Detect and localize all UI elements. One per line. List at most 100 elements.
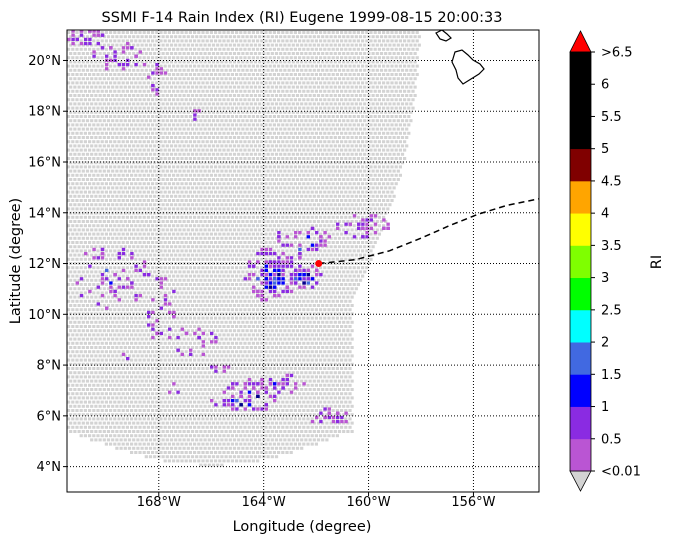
swath-pixel xyxy=(237,186,241,190)
swath-pixel xyxy=(344,81,348,85)
swath-pixel xyxy=(214,266,218,270)
swath-pixel xyxy=(243,190,247,194)
swath-pixel xyxy=(258,161,262,165)
swath-pixel xyxy=(325,220,329,223)
swath-pixel xyxy=(222,241,226,244)
swath-pixel xyxy=(186,228,190,232)
swath-pixel xyxy=(106,211,111,215)
swath-pixel xyxy=(201,31,205,34)
swath-pixel xyxy=(371,85,375,89)
swath-pixel xyxy=(405,102,409,106)
swath-pixel xyxy=(367,186,371,190)
swath-pixel xyxy=(333,94,337,97)
swath-pixel xyxy=(174,228,178,232)
swath-pixel xyxy=(144,278,148,282)
swath-pixel xyxy=(117,182,121,186)
swath-pixel xyxy=(113,157,117,160)
swath-pixel xyxy=(119,85,123,89)
swath-pixel xyxy=(216,278,220,282)
swath-pixel xyxy=(155,257,159,261)
swath-pixel xyxy=(285,199,289,202)
swath-pixel xyxy=(121,157,125,160)
swath-pixel xyxy=(167,207,171,211)
swath-pixel xyxy=(167,165,171,169)
swath-pixel xyxy=(90,253,94,257)
swath-pixel xyxy=(123,68,127,72)
swath-pixel xyxy=(218,232,222,236)
swath-pixel xyxy=(111,245,115,249)
swath-pixel xyxy=(283,102,287,106)
swath-pixel xyxy=(316,94,321,97)
swath-pixel xyxy=(316,85,321,89)
swath-pixel xyxy=(247,39,251,43)
swath-pixel xyxy=(102,228,106,232)
swath-pixel xyxy=(79,89,83,93)
swath-pixel xyxy=(291,203,295,207)
swath-pixel xyxy=(379,68,384,72)
swath-pixel xyxy=(361,89,365,93)
swath-pixel xyxy=(247,215,251,219)
swath-pixel xyxy=(193,89,197,93)
swath-pixel xyxy=(148,228,153,232)
swath-pixel xyxy=(115,262,119,265)
swath-pixel xyxy=(167,39,171,43)
swath-pixel xyxy=(132,220,136,223)
swath-pixel xyxy=(300,127,304,131)
swath-pixel xyxy=(90,220,94,223)
swath-pixel xyxy=(310,173,314,177)
swath-pixel xyxy=(390,64,394,68)
swath-pixel xyxy=(329,119,333,123)
swath-pixel xyxy=(121,56,125,60)
swath-pixel xyxy=(190,52,195,55)
swath-pixel xyxy=(340,47,344,51)
swath-pixel xyxy=(188,257,192,261)
swath-pixel xyxy=(369,73,373,76)
swath-pixel xyxy=(298,56,302,60)
swath-pixel xyxy=(295,178,300,181)
swath-pixel xyxy=(123,211,127,215)
swath-pixel xyxy=(337,287,342,291)
swath-pixel xyxy=(350,68,354,72)
swath-pixel xyxy=(243,31,247,34)
swath-pixel xyxy=(174,253,178,257)
swath-pixel xyxy=(98,161,102,165)
swath-pixel xyxy=(127,287,132,291)
swath-pixel xyxy=(272,64,276,68)
swath-pixel xyxy=(207,236,211,240)
swath-pixel xyxy=(411,64,415,68)
swath-pixel xyxy=(285,115,289,118)
swath-pixel xyxy=(153,186,157,190)
swath-pixel xyxy=(377,89,381,93)
swath-pixel xyxy=(186,295,190,299)
swath-pixel xyxy=(83,140,87,144)
swath-pixel xyxy=(235,98,239,102)
swath-pixel xyxy=(272,207,276,211)
swath-pixel xyxy=(136,94,140,97)
swath-pixel xyxy=(132,169,136,173)
swath-pixel xyxy=(337,220,342,223)
swath-pixel xyxy=(81,245,85,249)
swath-pixel xyxy=(167,283,171,286)
swath-pixel xyxy=(388,68,392,72)
swath-pixel xyxy=(115,68,119,72)
swath-pixel xyxy=(392,119,396,123)
swath-pixel xyxy=(111,60,115,64)
swath-pixel xyxy=(75,224,79,228)
swath-pixel xyxy=(199,110,203,114)
swath-pixel xyxy=(69,43,73,47)
swath-pixel xyxy=(121,31,125,34)
swath-pixel xyxy=(287,194,291,198)
swath-pixel xyxy=(356,140,360,144)
swath-pixel xyxy=(331,89,335,93)
swath-pixel xyxy=(247,73,251,76)
swath-pixel xyxy=(333,68,337,72)
swath-pixel xyxy=(302,123,306,127)
swath-pixel xyxy=(291,161,295,165)
swath-pixel xyxy=(104,31,108,34)
swath-pixel xyxy=(199,278,203,282)
swath-pixel xyxy=(220,35,224,39)
swath-pixel xyxy=(285,98,289,102)
swath-pixel xyxy=(130,115,134,118)
swath-pixel xyxy=(230,115,234,118)
swath-pixel xyxy=(356,56,360,60)
